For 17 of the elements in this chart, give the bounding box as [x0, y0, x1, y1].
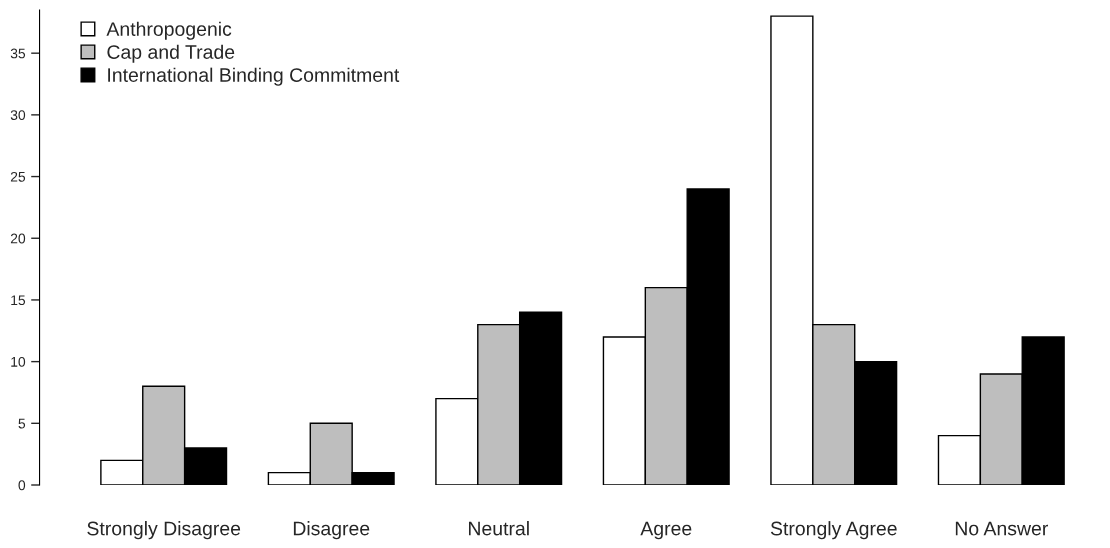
- legend-label: Anthropogenic: [106, 21, 232, 40]
- y-tick-label: 30: [10, 110, 26, 121]
- legend-label: Cap and Trade: [107, 44, 235, 63]
- y-tick-label: 5: [18, 418, 26, 429]
- y-tick-label: 25: [10, 171, 26, 182]
- y-tick-label: 35: [10, 48, 26, 59]
- x-tick-label: Strongly Disagree: [87, 521, 241, 540]
- x-tick-label: Strongly Agree: [770, 521, 897, 540]
- y-tick-label: 10: [11, 356, 26, 367]
- y-tick-label: 20: [10, 233, 26, 244]
- x-tick-label: No Answer: [955, 521, 1048, 536]
- x-tick-label: Disagree: [293, 521, 370, 540]
- y-tick-label: 15: [11, 295, 26, 306]
- y-tick-label: 0: [18, 480, 26, 491]
- x-tick-label: Agree: [640, 521, 692, 540]
- x-tick-label: Neutral: [469, 521, 529, 536]
- legend-label: International Binding Commitment: [108, 67, 400, 86]
